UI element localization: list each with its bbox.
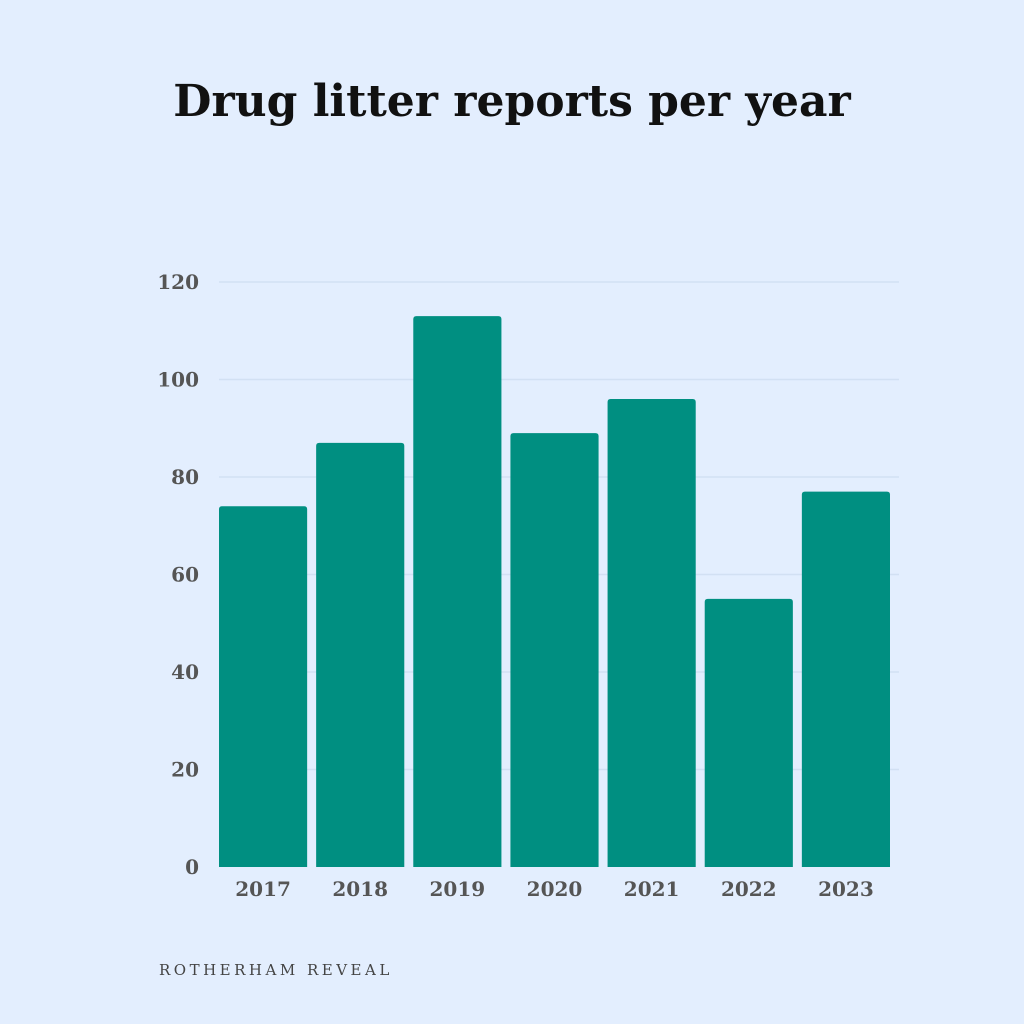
bars bbox=[219, 316, 890, 867]
y-tick-label: 20 bbox=[171, 758, 199, 782]
x-tick-label: 2020 bbox=[527, 877, 583, 901]
bar-2022 bbox=[704, 598, 793, 867]
bar-2023 bbox=[801, 491, 890, 867]
x-tick-label: 2022 bbox=[721, 877, 777, 901]
y-tick-label: 80 bbox=[171, 465, 199, 489]
y-tick-label: 100 bbox=[157, 368, 199, 392]
bar-2021 bbox=[607, 399, 696, 867]
bar-2019 bbox=[413, 316, 502, 867]
publisher-credit: ROTHERHAM REVEAL bbox=[159, 961, 393, 979]
x-tick-label: 2017 bbox=[235, 877, 291, 901]
y-tick-label: 60 bbox=[171, 563, 199, 587]
y-axis-ticks: 0 20 40 60 80 100 120 bbox=[157, 270, 199, 879]
chart-title: Drug litter reports per year bbox=[173, 76, 851, 127]
bar-2017 bbox=[219, 506, 308, 867]
bar-2020 bbox=[510, 433, 599, 867]
y-tick-label: 0 bbox=[185, 855, 199, 879]
x-tick-label: 2019 bbox=[430, 877, 486, 901]
x-tick-label: 2018 bbox=[332, 877, 388, 901]
y-tick-label: 40 bbox=[171, 660, 199, 684]
bar-2018 bbox=[316, 442, 405, 867]
x-tick-label: 2021 bbox=[624, 877, 680, 901]
x-axis-ticks: 2017 2018 2019 2020 2021 2022 2023 bbox=[235, 877, 874, 901]
y-tick-label: 120 bbox=[157, 270, 199, 294]
x-tick-label: 2023 bbox=[818, 877, 874, 901]
